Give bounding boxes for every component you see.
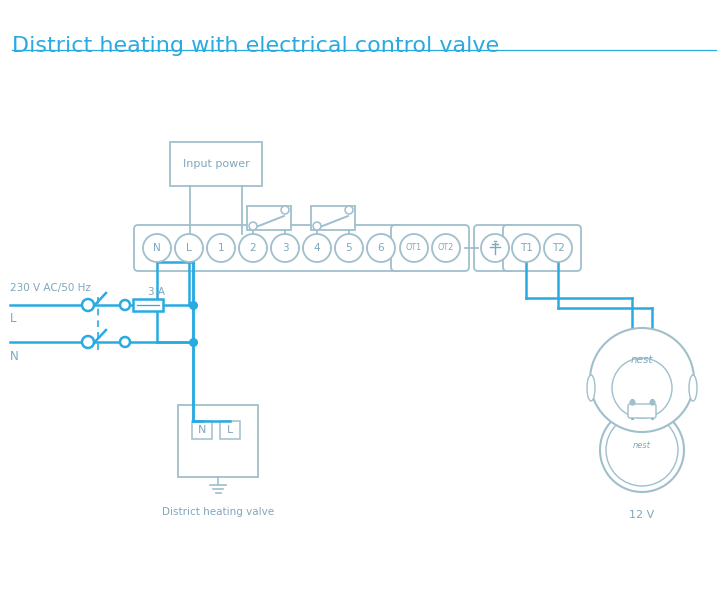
Text: nest: nest <box>633 441 651 450</box>
Circle shape <box>590 328 694 432</box>
Text: T1: T1 <box>520 243 532 253</box>
Circle shape <box>239 234 267 262</box>
Circle shape <box>82 299 94 311</box>
Circle shape <box>303 234 331 262</box>
Circle shape <box>400 234 428 262</box>
FancyBboxPatch shape <box>220 421 240 439</box>
Circle shape <box>432 234 460 262</box>
FancyBboxPatch shape <box>391 225 469 271</box>
Text: N: N <box>198 425 206 435</box>
Text: OT2: OT2 <box>438 244 454 252</box>
Circle shape <box>606 414 678 486</box>
FancyBboxPatch shape <box>178 405 258 477</box>
Text: nest: nest <box>630 355 653 365</box>
FancyBboxPatch shape <box>134 225 404 271</box>
Text: District heating with electrical control valve: District heating with electrical control… <box>12 36 499 56</box>
Text: Input power: Input power <box>183 159 250 169</box>
FancyBboxPatch shape <box>474 225 516 271</box>
FancyBboxPatch shape <box>192 421 212 439</box>
FancyBboxPatch shape <box>628 404 656 418</box>
Text: 5: 5 <box>346 243 352 253</box>
FancyBboxPatch shape <box>311 206 355 230</box>
Circle shape <box>335 234 363 262</box>
Text: 6: 6 <box>378 243 384 253</box>
Circle shape <box>367 234 395 262</box>
Circle shape <box>143 234 171 262</box>
FancyBboxPatch shape <box>133 299 163 311</box>
Text: 3: 3 <box>282 243 288 253</box>
Text: L: L <box>227 425 233 435</box>
Ellipse shape <box>689 375 697 401</box>
Circle shape <box>544 234 572 262</box>
Text: OT1: OT1 <box>406 244 422 252</box>
Circle shape <box>120 337 130 347</box>
Text: L: L <box>186 243 192 253</box>
FancyBboxPatch shape <box>170 142 262 186</box>
Ellipse shape <box>587 375 595 401</box>
Text: 3 A: 3 A <box>148 287 165 297</box>
Circle shape <box>600 408 684 492</box>
Circle shape <box>175 234 203 262</box>
Text: 4: 4 <box>314 243 320 253</box>
Text: 1: 1 <box>218 243 224 253</box>
Text: L: L <box>10 312 17 326</box>
Text: 230 V AC/50 Hz: 230 V AC/50 Hz <box>10 283 91 293</box>
Circle shape <box>249 222 257 230</box>
Text: N: N <box>10 350 19 364</box>
Circle shape <box>271 234 299 262</box>
Text: 2: 2 <box>250 243 256 253</box>
Circle shape <box>345 206 353 214</box>
Circle shape <box>82 336 94 348</box>
Text: District heating valve: District heating valve <box>162 507 274 517</box>
Circle shape <box>281 206 289 214</box>
Text: 12 V: 12 V <box>630 510 654 520</box>
Text: N: N <box>153 243 161 253</box>
FancyBboxPatch shape <box>247 206 291 230</box>
Text: T2: T2 <box>552 243 564 253</box>
Circle shape <box>512 234 540 262</box>
Circle shape <box>207 234 235 262</box>
Circle shape <box>120 300 130 310</box>
Circle shape <box>481 234 509 262</box>
Circle shape <box>313 222 321 230</box>
Circle shape <box>612 358 672 418</box>
FancyBboxPatch shape <box>503 225 581 271</box>
